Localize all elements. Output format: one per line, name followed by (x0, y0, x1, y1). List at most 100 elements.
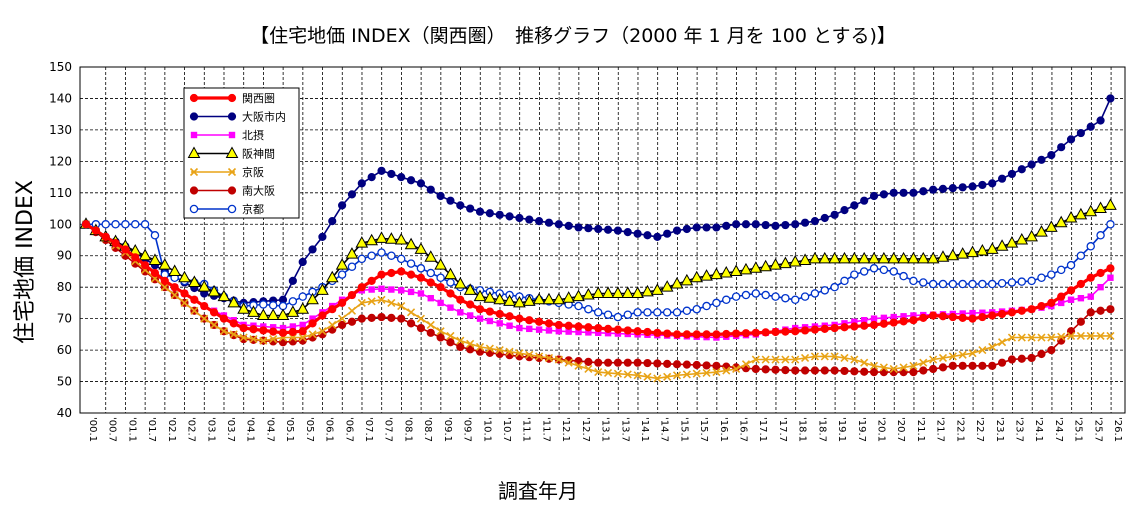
data-point (456, 342, 465, 352)
data-point (621, 286, 635, 298)
data-point (851, 318, 858, 325)
data-point (456, 295, 465, 304)
x-tick-label: '07.1 (363, 417, 374, 442)
data-point (545, 327, 553, 334)
data-point (377, 270, 386, 279)
data-point (877, 251, 891, 264)
data-point (318, 327, 327, 336)
data-point (338, 320, 347, 330)
data-point (1047, 333, 1056, 342)
data-point (564, 321, 573, 330)
x-tick-label: '15.7 (698, 417, 709, 442)
data-point (584, 364, 593, 374)
data-point (505, 312, 514, 321)
data-point (623, 310, 633, 319)
data-point (1007, 169, 1017, 179)
data-point (426, 268, 436, 278)
data-point (394, 232, 408, 245)
data-point (859, 267, 869, 276)
data-point (1076, 317, 1085, 326)
data-point (229, 319, 238, 328)
data-point (969, 309, 976, 317)
data-point (357, 314, 366, 323)
data-point (869, 191, 879, 201)
data-point (662, 308, 672, 317)
data-point (1057, 332, 1066, 341)
data-point (623, 326, 632, 335)
data-point (288, 276, 297, 285)
data-point (416, 273, 426, 282)
data-point (148, 253, 162, 265)
data-point (575, 328, 582, 336)
data-point (158, 258, 172, 270)
data-point (919, 358, 928, 367)
x-tick-label: '02.1 (166, 417, 177, 442)
x-tick-label: '08.7 (422, 417, 433, 442)
data-point (810, 352, 819, 361)
data-point (564, 358, 573, 367)
data-point (237, 302, 250, 314)
data-point (739, 262, 753, 275)
data-point (1067, 296, 1075, 303)
legend-marker (227, 167, 237, 177)
data-point (653, 328, 662, 337)
data-point (436, 283, 445, 292)
data-point (800, 292, 810, 301)
x-tick-label: '19.1 (836, 417, 847, 442)
legend-marker (187, 146, 201, 158)
data-point (515, 314, 524, 323)
data-point (820, 366, 829, 375)
data-point (219, 314, 229, 323)
data-point (712, 223, 721, 232)
data-point (565, 328, 572, 335)
data-point (623, 370, 632, 379)
data-point (338, 201, 347, 210)
data-point (328, 217, 337, 226)
data-point (938, 353, 948, 363)
data-point (554, 320, 563, 330)
x-tick-label: '10.1 (481, 417, 492, 442)
data-point (515, 213, 524, 223)
data-point (1097, 283, 1104, 291)
data-point (712, 330, 721, 339)
data-point (820, 213, 829, 223)
data-point (526, 325, 533, 333)
data-point (741, 329, 751, 338)
data-point (860, 196, 869, 205)
data-point (956, 247, 970, 259)
data-point (309, 315, 316, 322)
series-group (79, 94, 1117, 383)
x-tick-label: '11.7 (540, 417, 551, 442)
data-point (741, 290, 751, 300)
data-point (604, 368, 613, 377)
x-tick-label: '23.1 (994, 417, 1005, 442)
data-point (357, 283, 366, 292)
data-point (397, 314, 406, 323)
y-axis-label: 住宅地価 INDEX (13, 180, 38, 344)
legend-entry: 大阪市内 (189, 110, 286, 124)
data-point (552, 292, 566, 305)
data-point (101, 220, 110, 229)
data-point (663, 229, 672, 238)
data-point (278, 328, 288, 337)
data-point (919, 366, 928, 375)
data-point (515, 349, 524, 358)
data-point (259, 300, 268, 309)
data-point (121, 245, 130, 254)
x-tick-label: '21.7 (935, 417, 946, 442)
data-point (672, 360, 682, 369)
data-point (771, 327, 780, 337)
data-point (259, 326, 268, 335)
data-point (869, 320, 879, 330)
data-point (722, 329, 731, 339)
data-point (604, 329, 612, 337)
data-point (1037, 155, 1046, 164)
data-point (660, 280, 674, 292)
x-tick-label: '18.7 (816, 417, 827, 442)
data-point (887, 251, 901, 264)
data-point (791, 355, 800, 364)
data-point (830, 366, 839, 375)
data-point (554, 355, 563, 364)
data-point (387, 169, 396, 179)
